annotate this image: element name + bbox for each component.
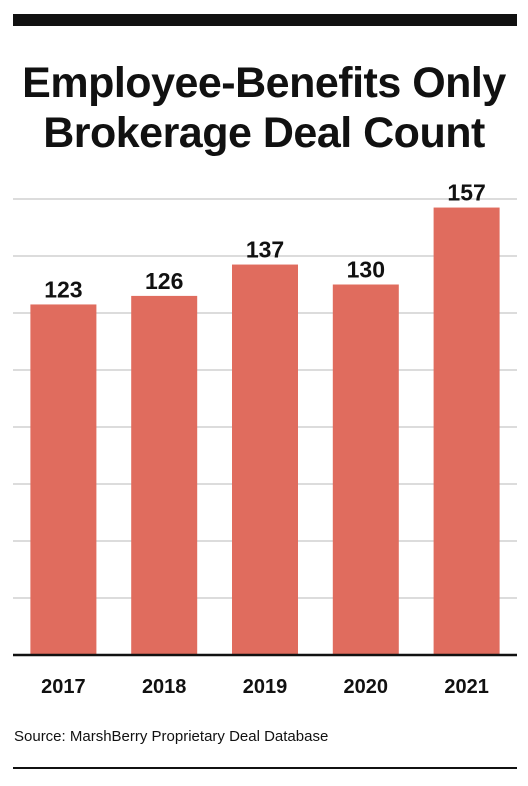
chart-title: Employee-Benefits Only Brokerage Deal Co… (0, 58, 528, 158)
chart-title-line-2: Brokerage Deal Count (43, 109, 485, 157)
x-tick-label-2017: 2017 (41, 676, 86, 698)
bar-2021 (433, 207, 500, 656)
data-label-2018: 126 (145, 268, 183, 294)
bar-2018 (131, 295, 198, 655)
source-note: Source: MarshBerry Proprietary Deal Data… (14, 728, 329, 745)
data-label-2019: 137 (246, 237, 284, 263)
x-tick-label-2018: 2018 (142, 676, 187, 698)
x-tick-label-2019: 2019 (243, 676, 288, 698)
data-label-2020: 130 (347, 257, 385, 283)
bottom-rule (13, 767, 517, 769)
top-rule (13, 14, 517, 26)
x-tick-label-2020: 2020 (344, 676, 389, 698)
bar-2017 (30, 304, 97, 655)
chart-title-line-1: Employee-Benefits Only (22, 59, 506, 107)
data-label-2017: 123 (44, 276, 82, 302)
bar-2019 (232, 264, 298, 655)
data-label-2021: 157 (447, 180, 485, 206)
bar-2020 (332, 284, 399, 655)
x-tick-label-2021: 2021 (444, 676, 489, 698)
